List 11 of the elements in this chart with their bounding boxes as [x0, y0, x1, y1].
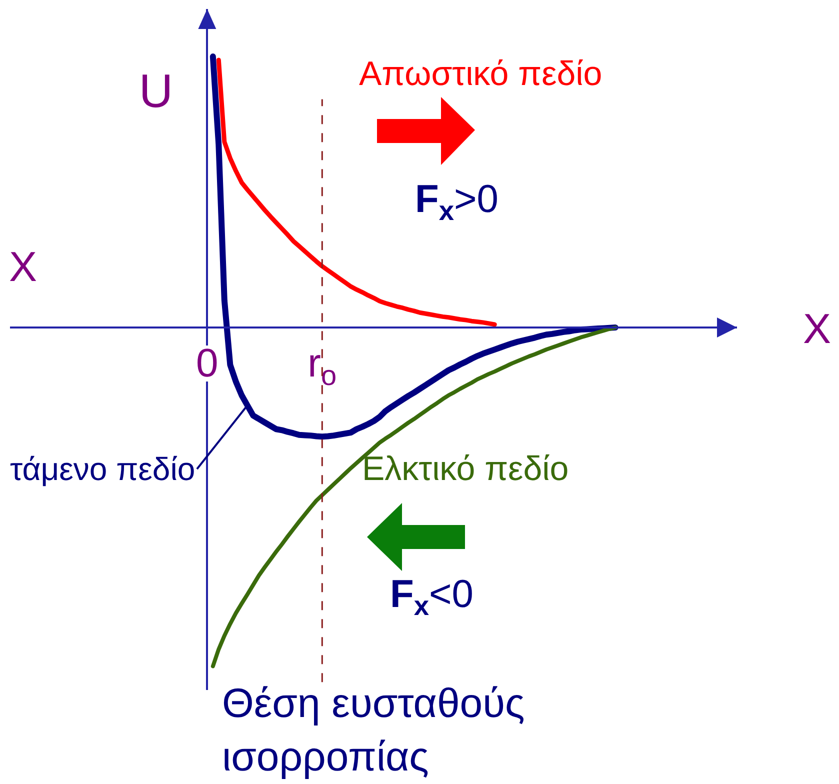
- x-axis-title: X: [9, 243, 38, 290]
- text: τάμενο πεδίο: [10, 451, 196, 487]
- annotation: F$_{x}$<0: [390, 573, 474, 622]
- x-tick-label: 0: [196, 342, 218, 386]
- series-label: Ελκτικό πεδίο: [362, 450, 569, 488]
- text: X: [803, 305, 832, 352]
- y-axis-title: U: [139, 64, 173, 117]
- text: Απωστικό πεδίο: [359, 55, 602, 93]
- annotation: F$_{x}$>0: [415, 178, 498, 226]
- x-tick-label: r$_{o}$: [308, 342, 337, 391]
- ref-line-label: Θέση ευσταθούς ισορροπίας: [222, 680, 525, 780]
